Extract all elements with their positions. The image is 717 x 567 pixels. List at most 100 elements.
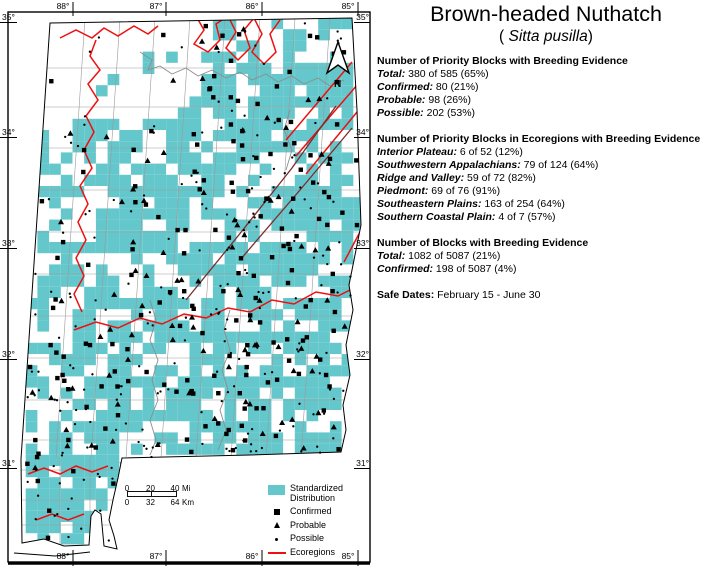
stats-row-label: Southern Coastal Plain: <box>377 211 496 223</box>
stats-section: Number of Priority Blocks with Breeding … <box>377 55 717 120</box>
lat-label: 34° <box>356 127 369 137</box>
legend-item: Confirmed <box>266 506 370 517</box>
lon-label: 86° <box>246 1 259 11</box>
lat-label: 33° <box>2 238 15 248</box>
scale-bar: Mi Km 0 20 40 0 32 64 <box>124 481 200 511</box>
scale-mi-tick: 20 <box>146 484 155 493</box>
stats-row-value: 380 of 585 (65%) <box>405 68 489 80</box>
stats-row-label: Total: <box>377 68 406 80</box>
svg-text:N: N <box>334 79 341 90</box>
stats-section: Number of Priority Blocks in Ecoregions … <box>377 133 717 224</box>
lat-label: 33° <box>356 238 369 248</box>
ecoregions-line-icon <box>266 549 287 554</box>
lat-label: 31° <box>356 458 369 468</box>
lat-label: 35° <box>2 12 15 22</box>
possible-markers <box>26 22 352 542</box>
lon-label: 86° <box>246 551 259 561</box>
scale-mi-unit: Mi <box>182 484 191 493</box>
stats-row-value: 4 of 7 (57%) <box>495 211 556 223</box>
stats-row-value: 198 of 5087 (4%) <box>433 263 517 275</box>
legend-label: Confirmed <box>290 506 332 516</box>
lon-label: 88° <box>57 1 70 11</box>
stats-row-label: Southeastern Plains: <box>377 198 482 210</box>
species-name: Sitta pusilla <box>508 28 588 45</box>
subtitle-open: ( <box>499 28 509 45</box>
lat-label: 31° <box>2 458 15 468</box>
stats-row-value: 98 (26%) <box>425 94 471 106</box>
lon-label: 87° <box>150 1 163 11</box>
graticule-labels: 88°88°87°87°86°86°85°85°35° 35°34° 34°33° 3… <box>0 1 370 566</box>
stats-row: Possible: 202 (53%) <box>377 107 717 120</box>
stats-heading: Number of Blocks with Breeding Evidence <box>377 237 589 249</box>
stats-row: Southern Coastal Plain: 4 of 7 (57%) <box>377 211 717 224</box>
scale-mi-tick: 0 <box>124 484 130 493</box>
confirmed-square-icon <box>266 508 287 515</box>
stats-row: Piedmont: 69 of 76 (91%) <box>377 185 717 198</box>
possible-dot-icon <box>266 535 287 541</box>
lon-label: 88° <box>57 551 70 561</box>
legend-item: Possible <box>266 533 370 544</box>
confirmed-markers <box>25 23 360 540</box>
species-subtitle: ( Sitta pusilla) <box>375 27 717 46</box>
legend-item: Ecoregions <box>266 546 370 558</box>
legend: Standardized Distribution Confirmed Probab… <box>266 483 370 561</box>
stats-row: Southwestern Appalachians: 79 of 124 (64… <box>377 159 717 172</box>
stats-row: Confirmed: 198 of 5087 (4%) <box>377 263 717 276</box>
lon-label: 85° <box>342 1 355 11</box>
scale-km-tick: 64 <box>170 498 180 507</box>
page-title: Brown-headed Nuthatch <box>430 2 662 26</box>
scale-mi-tick: 40 <box>170 484 180 493</box>
stats-row: Total: 1082 of 5087 (21%) <box>377 250 717 263</box>
stats-row-label: Possible: <box>377 107 424 119</box>
probable-triangle-icon <box>266 521 287 528</box>
stats-row-value: 59 of 72 (82%) <box>464 172 536 184</box>
stats-row: Total: 380 of 585 (65%) <box>377 68 717 81</box>
safe-dates: Safe Dates: February 15 - June 30 <box>377 289 717 302</box>
stats-row: Southeastern Plains: 163 of 254 (64%) <box>377 198 717 211</box>
stats-row-label: Total: <box>377 250 406 262</box>
distribution-map: 88° 88° 87° 87° 86° 86° 85° 85° 35° 35° 34° 34° 33° 3… <box>0 1 371 566</box>
scale-bar-rule <box>127 491 177 497</box>
stats-row-label: Ridge and Valley: <box>377 172 465 184</box>
stats-row-value: 1082 of 5087 (21%) <box>405 250 501 262</box>
info-panel: Brown-headed Nuthatch ( Sitta pusilla) N… <box>375 0 717 567</box>
legend-label: Ecoregions <box>290 546 336 557</box>
safe-dates-label: Safe Dates: <box>377 289 435 301</box>
barrier-island <box>13 551 91 557</box>
stats-row-label: Southwestern Appalachians: <box>377 159 521 171</box>
stats-row: Probable: 98 (26%) <box>377 94 717 107</box>
stats-row-label: Piedmont: <box>377 185 429 197</box>
stats-row-value: 80 (21%) <box>433 81 479 93</box>
scale-km-tick: 0 <box>124 498 130 507</box>
legend-label: Probable <box>290 519 327 530</box>
scale-km-unit: Km <box>182 498 194 507</box>
statistics: Number of Priority Blocks with Breeding … <box>377 55 717 276</box>
stats-row-value: 6 of 52 (12%) <box>456 146 523 158</box>
legend-label: Possible <box>290 533 325 543</box>
stats-row-value: 202 (53%) <box>423 107 476 119</box>
lon-label: 85° <box>342 551 355 561</box>
stats-section: Number of Blocks with Breeding Evidence T… <box>377 237 717 276</box>
map-canvas: 88°88°87°87°86°86°85°85°35° 35°34° 34°33° 3… <box>0 1 371 566</box>
stats-row-label: Interior Plateau: <box>377 146 457 158</box>
ecoregion-lines <box>27 18 361 521</box>
stats-row-value: 69 of 76 (91%) <box>428 185 501 197</box>
lon-label: 87° <box>150 551 163 561</box>
legend-item: Standardized Distribution <box>266 483 370 503</box>
stats-row: Interior Plateau: 6 of 52 (12%) <box>377 146 717 159</box>
lat-label: 32° <box>2 349 15 359</box>
stats-row-value: 163 of 254 (64%) <box>481 198 565 210</box>
stats-heading: Number of Priority Blocks with Breeding … <box>377 55 628 67</box>
stats-row-value: 79 of 124 (64%) <box>520 159 599 171</box>
legend-label: Standardized Distribution <box>290 483 344 503</box>
scale-km-tick: 32 <box>146 498 155 507</box>
lat-label: 32° <box>356 349 369 359</box>
lat-label: 35° <box>356 12 369 22</box>
stats-row-label: Confirmed: <box>377 81 433 93</box>
legend-item: Probable <box>266 519 370 531</box>
safe-dates-value: February 15 - June 30 <box>437 289 541 301</box>
subtitle-close: ) <box>587 28 593 45</box>
stats-heading: Number of Priority Blocks in Ecoregions … <box>377 133 701 145</box>
stats-row: Confirmed: 80 (21%) <box>377 81 717 94</box>
